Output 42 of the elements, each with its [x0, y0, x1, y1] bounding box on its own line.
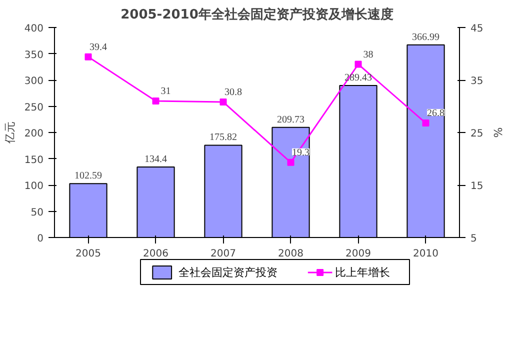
y2-tick-label: 45	[470, 24, 484, 34]
legend-label: 比上年增长	[334, 266, 390, 279]
point	[84, 53, 92, 60]
data-label: 39.4	[90, 42, 107, 53]
y2-tick-label: 25	[470, 128, 484, 140]
data-label: 31	[160, 86, 171, 97]
data-label: 19.3	[292, 147, 310, 158]
y-tick-label: 250	[24, 102, 44, 114]
data-label: 175.82	[210, 132, 237, 144]
point	[354, 60, 362, 68]
x-tick-label: 2008	[278, 248, 304, 260]
data-label: 102.59	[74, 170, 102, 182]
x-tick-label: 2006	[143, 248, 168, 260]
y2-tick-label: 5	[470, 234, 477, 244]
y-tick-label: 100	[24, 181, 44, 192]
x-tick-label: 2010	[413, 248, 438, 260]
legend-label: 全社会固定资产投资	[178, 266, 278, 279]
y-tick-label: 300	[24, 76, 44, 87]
y-tick-label: 50	[30, 207, 44, 218]
data-label: 38	[363, 49, 374, 60]
chart-title: 2005-2010年全社会固定资产投资及增长速度	[120, 6, 394, 22]
y2-tick-label: 35	[470, 76, 484, 87]
x-tick-label: 2009	[346, 248, 371, 260]
data-label: 30.8	[224, 87, 242, 98]
y-tick-label: 200	[24, 128, 44, 140]
point	[220, 98, 227, 106]
x-tick-label: 2007	[210, 248, 236, 260]
y-axis-title: 亿元	[3, 122, 16, 144]
data-label: 134.4	[144, 154, 167, 165]
point	[422, 120, 430, 127]
x-tick-label: 2005	[76, 248, 101, 260]
y-tick-label: 0	[37, 234, 44, 244]
y2-tick-label: 15	[470, 181, 484, 192]
y-tick-label: 150	[24, 154, 44, 166]
point	[287, 158, 294, 166]
y-tick-label: 350	[24, 50, 44, 61]
data-label: 209.73	[277, 114, 304, 126]
y-tick-label: 400	[24, 24, 44, 34]
y2-axis-title: %	[491, 127, 504, 138]
data-label: 26.8	[427, 108, 444, 120]
data-label: 366.99	[412, 32, 440, 43]
point	[152, 98, 160, 104]
